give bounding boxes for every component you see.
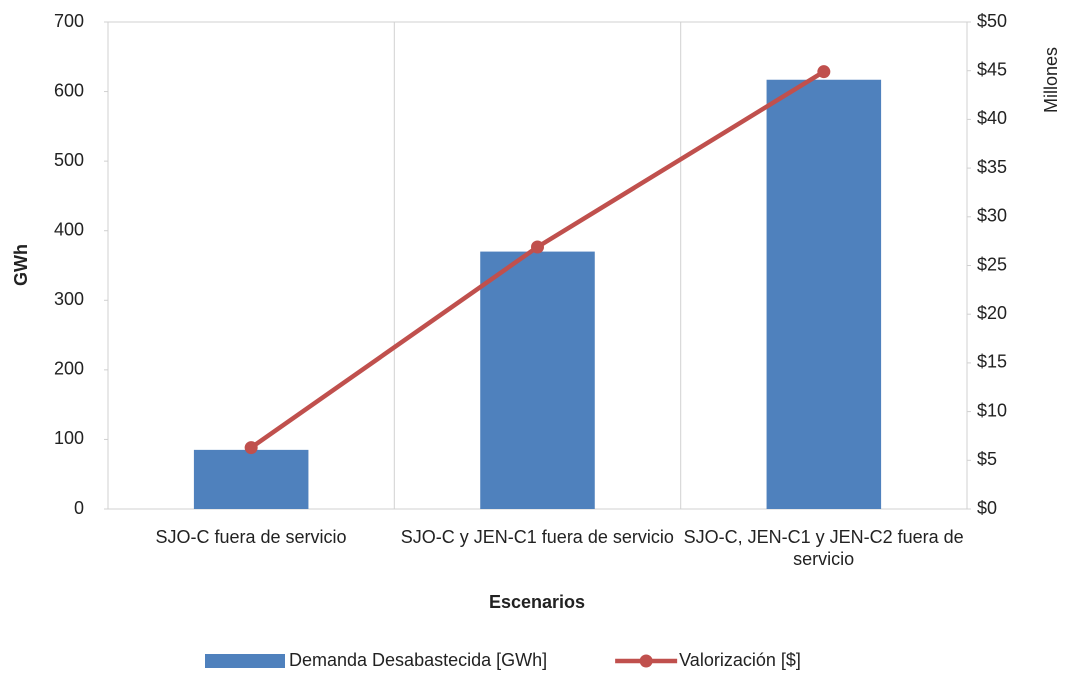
- bar: [193, 449, 309, 509]
- line-marker: [244, 441, 258, 455]
- y2-tick-label: $45: [977, 59, 1007, 79]
- y-axis-label: GWh: [11, 244, 31, 286]
- bar: [480, 251, 595, 510]
- x-tick-label: SJO-C, JEN-C1 y JEN-C2 fuera de servicio: [683, 527, 964, 569]
- legend-label: Demanda Desabastecida [GWh]: [289, 650, 547, 670]
- legend-swatch: [205, 654, 285, 668]
- y2-tick-label: $0: [977, 498, 997, 518]
- y-tick-label: 300: [54, 289, 84, 309]
- legend-label: Valorización [$]: [679, 650, 801, 670]
- y2-tick-label: $50: [977, 11, 1007, 31]
- y2-tick-label: $40: [977, 108, 1007, 128]
- y-tick-label: 0: [74, 498, 84, 518]
- y-tick-label: 200: [54, 359, 84, 379]
- y2-tick-label: $15: [977, 352, 1007, 372]
- y2-tick-label: $5: [977, 449, 997, 469]
- bar: [766, 79, 882, 509]
- y-tick-label: 400: [54, 219, 84, 239]
- legend-swatch-marker: [639, 654, 653, 668]
- y-tick-label: 500: [54, 150, 84, 170]
- y-tick-label: 600: [54, 80, 84, 100]
- x-axis-label: Escenarios: [489, 592, 585, 612]
- y2-tick-label: $10: [977, 400, 1007, 420]
- y2-tick-label: $35: [977, 157, 1007, 177]
- x-tick-label: SJO-C fuera de servicio: [155, 527, 347, 547]
- x-tick-label: SJO-C y JEN-C1 fuera de servicio: [400, 527, 674, 547]
- y-tick-label: 700: [54, 11, 84, 31]
- y2-axis-label: Millones: [1041, 47, 1061, 113]
- y-tick-label: 100: [54, 428, 84, 448]
- y2-tick-label: $25: [977, 254, 1007, 274]
- line-marker: [531, 240, 544, 254]
- y2-tick-label: $20: [977, 303, 1007, 323]
- line-marker: [817, 65, 831, 79]
- y2-tick-label: $30: [977, 206, 1007, 226]
